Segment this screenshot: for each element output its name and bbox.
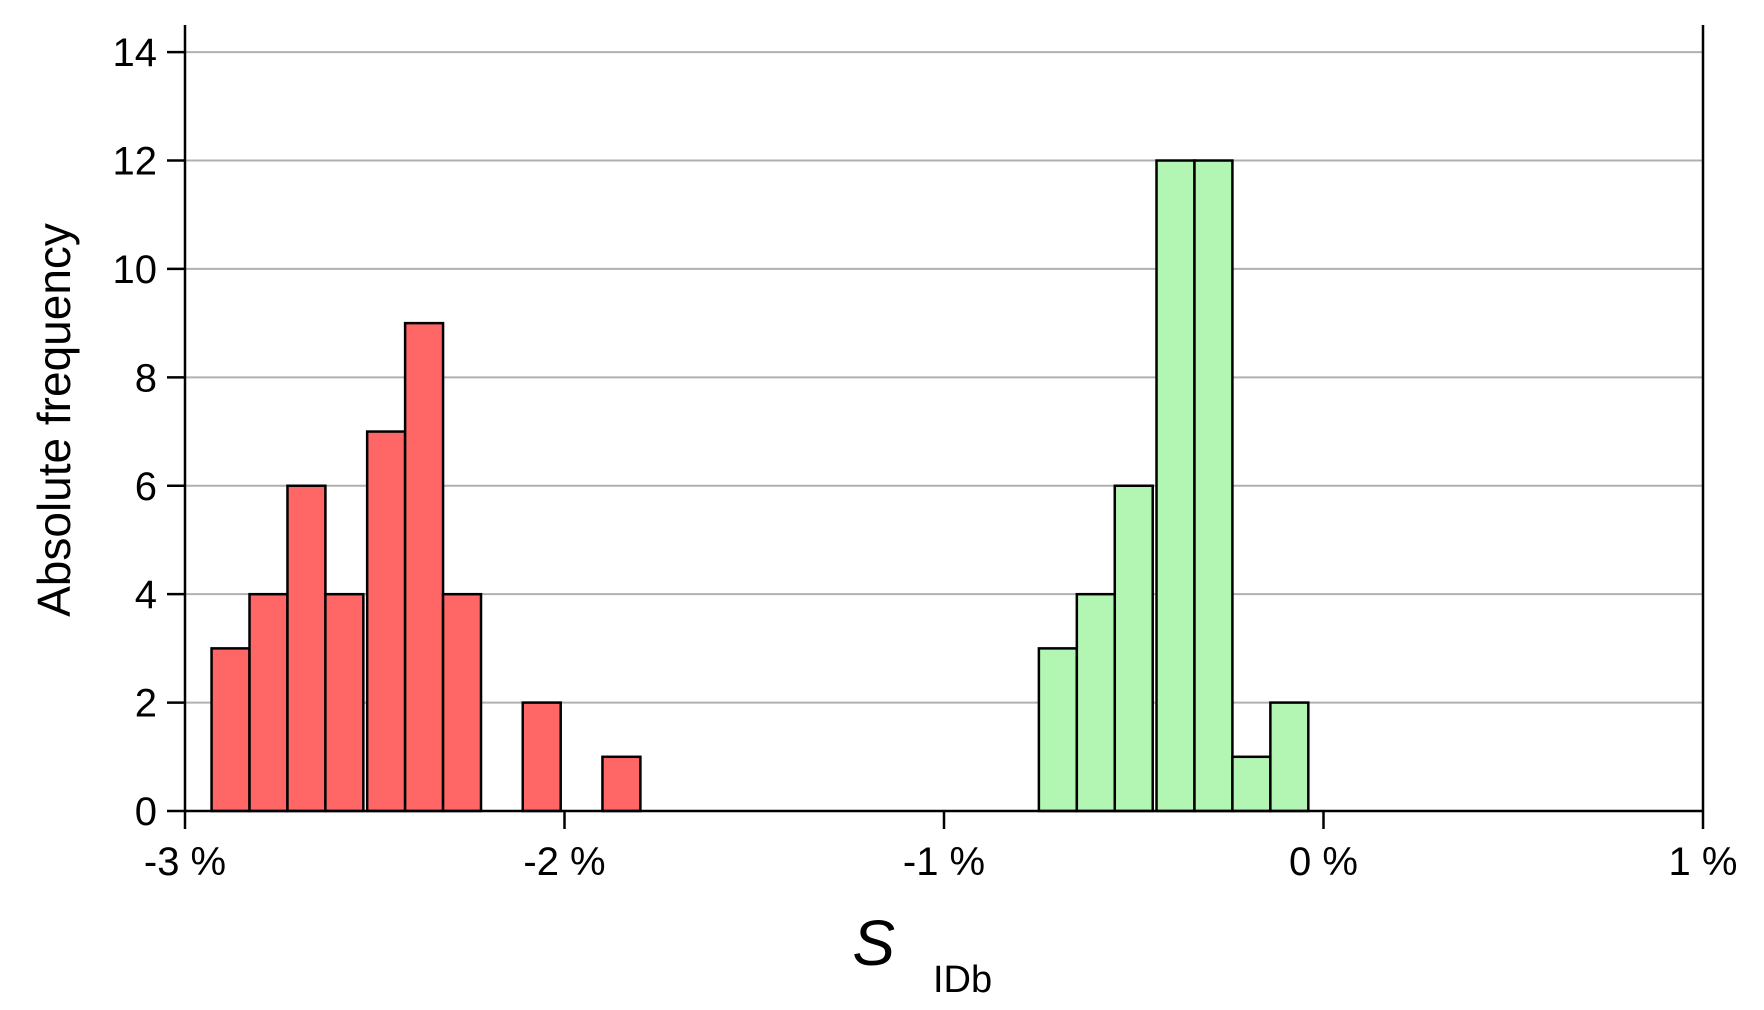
bars [210, 159, 1310, 813]
y-tick-label-3: 6 [135, 465, 157, 509]
bar-s1-0 [1037, 647, 1079, 813]
x-tick-label-1: -2 % [523, 840, 605, 884]
y-axis-title: Absolute frequency [28, 223, 80, 617]
axes [167, 25, 1705, 829]
x-tick-label-0: -3 % [144, 840, 226, 884]
tick-labels: 0 2 4 6 8 10 12 14 -3 % -2 % -1 % 0 % 1 % [113, 31, 1738, 884]
y-tick-label-0: 0 [135, 790, 157, 834]
bar-s0-5 [403, 321, 445, 813]
bar-s1-2 [1113, 484, 1154, 813]
x-axis-title: S [852, 907, 895, 979]
y-tick-label-6: 12 [113, 140, 158, 184]
y-tick-label-2: 4 [135, 573, 157, 617]
bar-s1-3 [1155, 159, 1196, 813]
bar-s0-8 [601, 755, 642, 813]
bar-s0-2 [286, 484, 327, 813]
x-tick-label-3: 0 % [1289, 840, 1358, 884]
bar-s0-4 [365, 430, 407, 813]
bar-s1-6 [1269, 701, 1310, 813]
y-tick-label-4: 8 [135, 356, 157, 400]
y-tick-label-1: 2 [135, 682, 157, 726]
y-tick-label-7: 14 [113, 31, 158, 75]
bar-s1-1 [1075, 592, 1117, 813]
x-tick-label-4: 1 % [1669, 840, 1738, 884]
x-axis-title-subscript: IDb [933, 959, 992, 1001]
bar-s0-6 [441, 592, 483, 813]
bar-s0-0 [210, 647, 251, 813]
bar-s1-5 [1231, 755, 1272, 813]
bar-s0-1 [248, 592, 289, 813]
bar-s1-4 [1193, 159, 1234, 813]
y-tick-label-5: 10 [113, 248, 158, 292]
bar-s0-7 [521, 701, 562, 813]
x-tick-label-2: -1 % [903, 840, 985, 884]
bar-s0-3 [324, 592, 365, 813]
